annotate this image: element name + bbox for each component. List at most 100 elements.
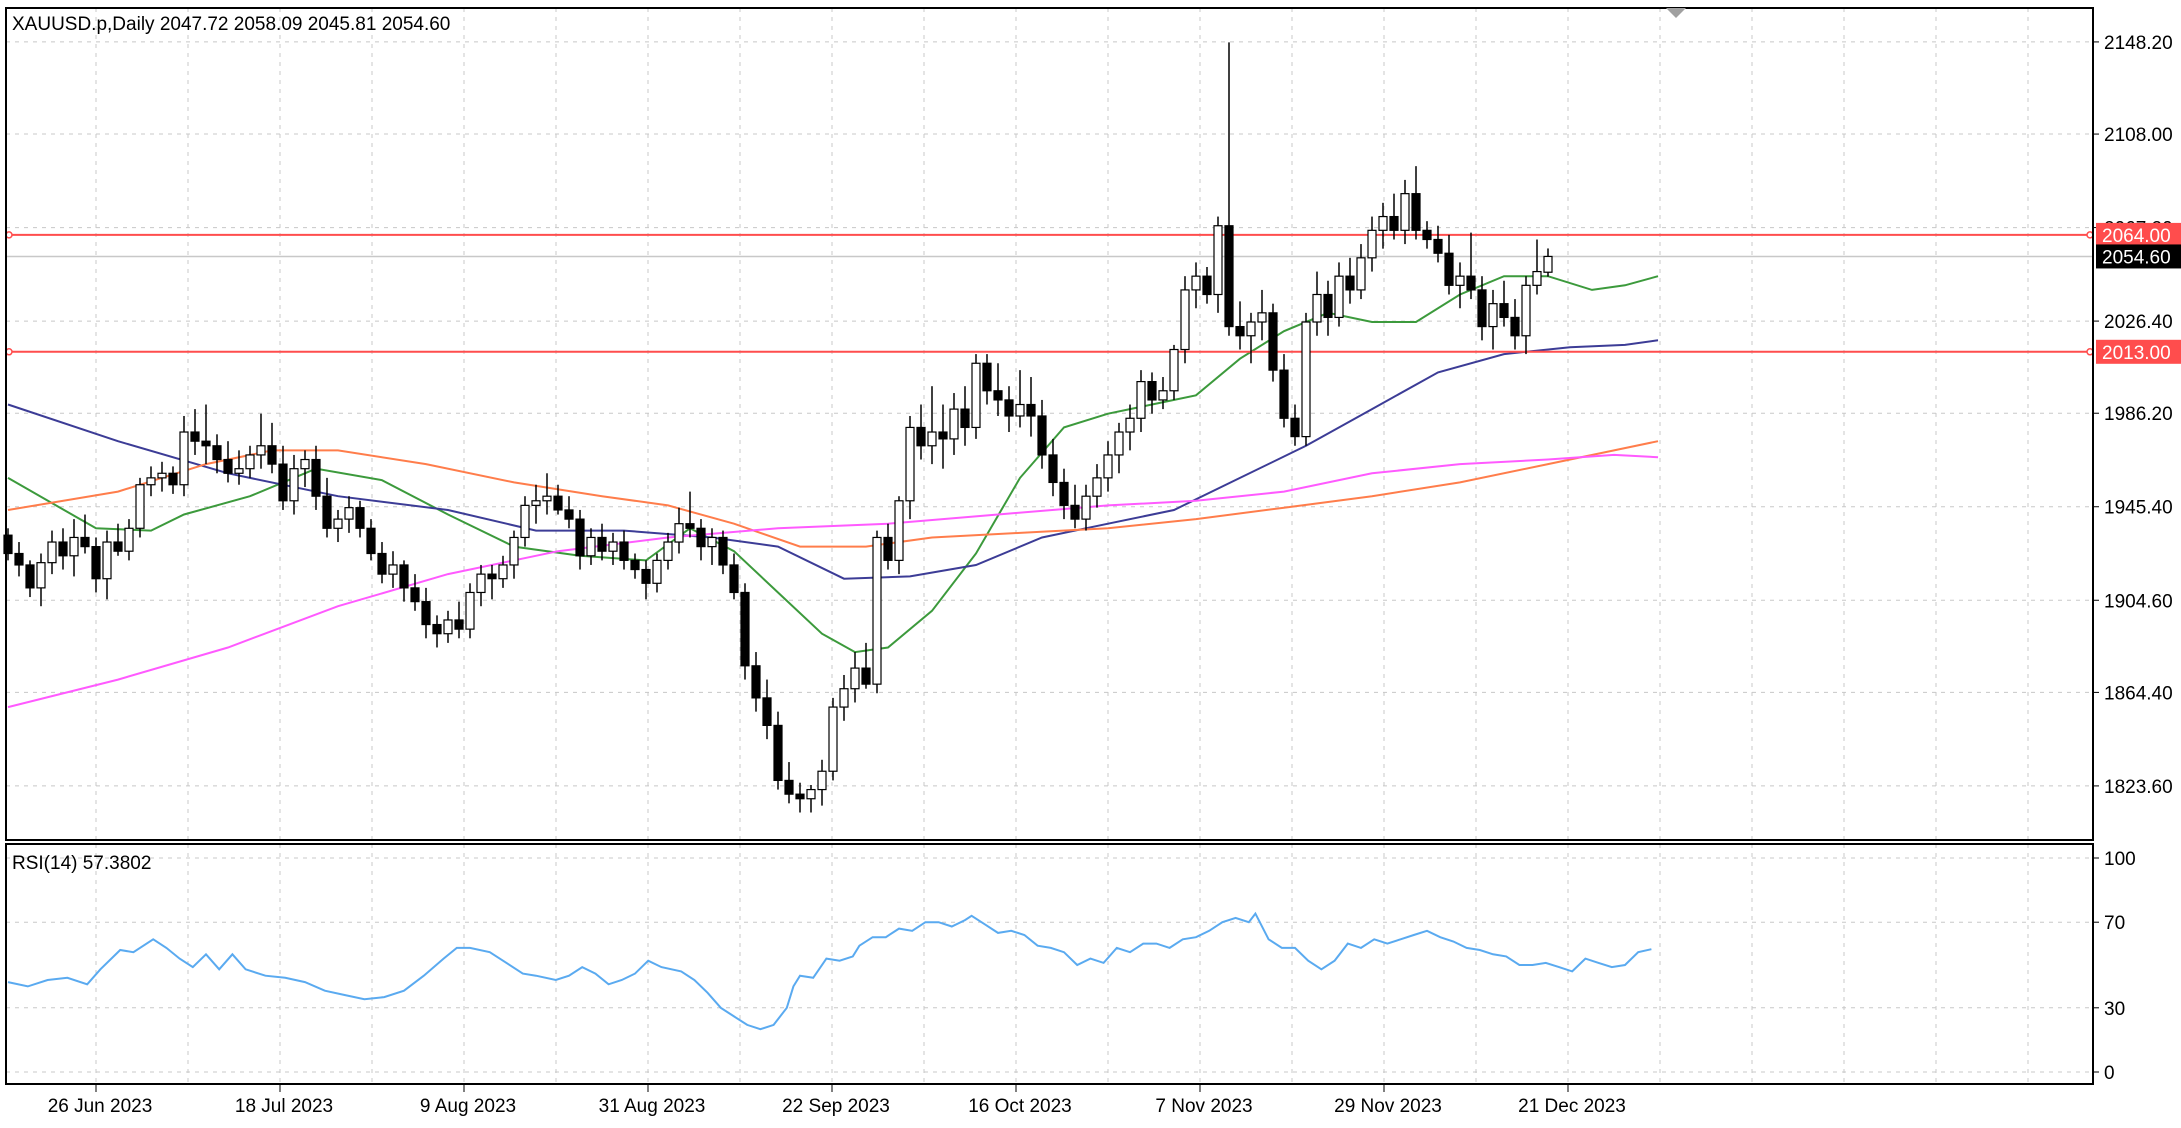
candle: [234, 450, 244, 485]
candle: [1543, 248, 1553, 277]
candle-body: [575, 518, 585, 557]
candle-body: [1048, 454, 1058, 484]
candle-body: [1279, 369, 1289, 419]
candle-body: [355, 507, 365, 529]
time-axis-label: 21 Dec 2023: [1518, 1096, 1626, 1117]
candle-body: [1246, 321, 1256, 337]
candle-body: [146, 477, 156, 486]
candle-body: [267, 445, 277, 465]
candle: [674, 507, 684, 554]
candle: [861, 642, 871, 689]
candle-body: [949, 408, 959, 440]
time-axis-label: 26 Jun 2023: [48, 1096, 153, 1117]
candle-body: [454, 619, 464, 630]
candle: [630, 553, 640, 579]
candle: [1125, 404, 1135, 451]
candle-body: [1191, 275, 1201, 291]
candle: [1169, 344, 1179, 400]
candle-body: [1477, 289, 1487, 328]
candle: [1180, 276, 1190, 364]
candle-body: [784, 779, 794, 795]
candle: [1499, 280, 1509, 327]
candle: [663, 532, 673, 570]
candle-body: [553, 495, 563, 511]
candle: [1268, 303, 1278, 382]
candle-body: [718, 536, 728, 566]
candle-body: [1334, 275, 1344, 319]
candle-body: [894, 500, 904, 561]
candle-body: [509, 536, 519, 566]
candle-body: [333, 518, 343, 529]
candle-body: [960, 408, 970, 429]
price-axis-label: 2108.00: [2104, 125, 2173, 146]
candle-body: [25, 564, 35, 589]
candle: [718, 530, 728, 575]
candle: [1411, 166, 1421, 240]
candle: [135, 477, 145, 538]
price-axis-label: 2026.40: [2104, 312, 2173, 333]
candle-body: [1147, 380, 1157, 401]
candle: [36, 553, 46, 607]
candle: [905, 415, 915, 520]
candle: [894, 496, 904, 575]
candle-body: [971, 362, 981, 429]
candle: [828, 697, 838, 781]
candle-body: [168, 472, 178, 486]
candle: [751, 652, 761, 712]
time-axis-label: 22 Sep 2023: [782, 1096, 890, 1117]
candle-body: [1103, 454, 1113, 479]
candle-body: [124, 527, 134, 552]
candle-body: [1444, 252, 1454, 286]
candle: [762, 679, 772, 740]
candle-body: [14, 552, 24, 566]
candle-body: [1059, 481, 1069, 506]
candle-body: [652, 559, 662, 584]
candle: [1400, 179, 1410, 245]
candle: [410, 574, 420, 611]
candle-body: [278, 463, 288, 502]
candle: [91, 537, 101, 593]
candle: [971, 354, 981, 439]
candle-body: [1114, 431, 1124, 456]
moving-average-line-4: [7, 453, 1659, 709]
candle-body: [1136, 380, 1146, 419]
candle: [1433, 225, 1443, 263]
candle: [740, 583, 750, 680]
price-tag-text: 2064.00: [2102, 226, 2171, 247]
candle: [1026, 377, 1036, 437]
candle: [993, 363, 1003, 416]
candle-body: [1455, 275, 1465, 286]
candle-body: [663, 541, 673, 561]
chart-shift-marker[interactable]: [1666, 8, 1686, 18]
candle: [872, 530, 882, 694]
rsi-axis-label: 30: [2104, 999, 2125, 1020]
candle: [3, 528, 13, 561]
candle: [421, 587, 431, 639]
candle-body: [883, 536, 893, 561]
candle: [201, 404, 211, 465]
candle-body: [1004, 399, 1014, 417]
candle-body: [113, 541, 123, 552]
candle-body: [1521, 284, 1531, 337]
candle-body: [1400, 193, 1410, 231]
candle-body: [1499, 303, 1509, 319]
candle: [58, 528, 68, 570]
candle-body: [1081, 495, 1091, 520]
candle-body: [1356, 257, 1366, 291]
price-axis-label: 1864.40: [2104, 683, 2173, 704]
candle-body: [982, 362, 992, 392]
candle-body: [916, 426, 926, 447]
candle: [1103, 441, 1113, 492]
candle-body: [806, 788, 816, 800]
candle: [509, 530, 519, 579]
candle: [652, 553, 662, 593]
candle-body: [938, 431, 948, 440]
candle: [1290, 404, 1300, 446]
rsi-axis-label: 100: [2104, 849, 2136, 870]
candle-body: [69, 536, 79, 557]
candle-body: [630, 559, 640, 571]
candle: [399, 560, 409, 602]
candle-body: [1411, 193, 1421, 231]
candle-body: [1301, 321, 1311, 438]
